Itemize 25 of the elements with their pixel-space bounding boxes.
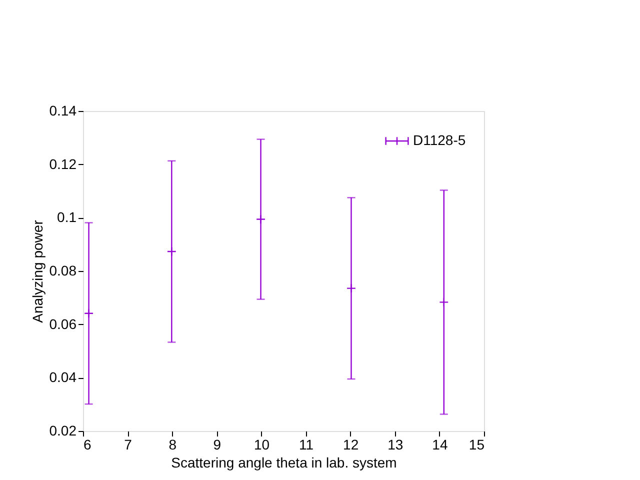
x-tick-label: 13 bbox=[388, 436, 404, 452]
x-tick-label: 9 bbox=[213, 436, 222, 452]
legend-label: D1128-5 bbox=[413, 132, 466, 148]
x-tick-label: 8 bbox=[168, 436, 177, 452]
y-tick-label: 0.02 bbox=[49, 422, 77, 438]
point bbox=[256, 214, 266, 224]
point bbox=[84, 308, 94, 318]
x-tick-label: 7 bbox=[124, 436, 132, 452]
y-tick-label: 0.12 bbox=[49, 156, 77, 172]
x-tick-label: 12 bbox=[343, 436, 359, 452]
y-tick-label: 0.1 bbox=[57, 209, 77, 226]
x-tick-label: 15 bbox=[468, 436, 485, 452]
y-tick-label: 0.06 bbox=[49, 316, 77, 332]
y-tick-label: 0.08 bbox=[49, 262, 77, 278]
y-tick-label: 0.04 bbox=[49, 369, 77, 386]
x-axis-title: Scattering angle theta in lab. system bbox=[171, 454, 397, 470]
point bbox=[346, 284, 356, 294]
x-tick-label: 11 bbox=[299, 436, 314, 452]
y-tick-label: 0.14 bbox=[49, 102, 77, 118]
x-tick-label: 10 bbox=[254, 436, 270, 452]
x-tick-label: 6 bbox=[84, 436, 92, 452]
x-tick-label: 14 bbox=[432, 436, 448, 452]
y-axis-title: Analyzing power bbox=[29, 220, 46, 323]
point bbox=[166, 246, 176, 256]
point bbox=[439, 297, 449, 307]
